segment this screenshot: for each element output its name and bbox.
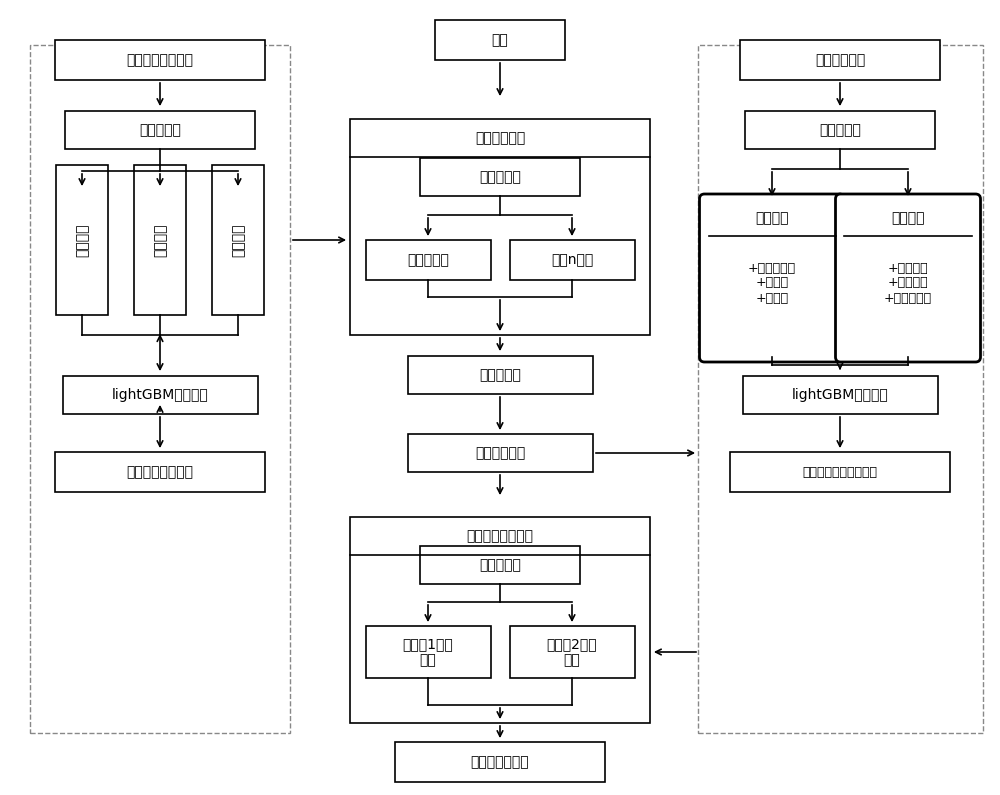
Text: 公交时段客流预测: 公交时段客流预测	[126, 53, 194, 67]
Text: 时刻点2周转
时间: 时刻点2周转 时间	[547, 637, 597, 667]
Bar	[350, 517, 650, 723]
Text: 数据预处理: 数据预处理	[139, 123, 181, 137]
Bar	[745, 111, 935, 149]
Bar	[510, 240, 635, 280]
Bar	[30, 45, 290, 733]
Bar	[435, 20, 565, 60]
Bar	[56, 165, 108, 315]
Text: 周转时间预测: 周转时间预测	[815, 53, 865, 67]
Bar	[63, 376, 258, 414]
Bar	[743, 376, 938, 414]
Text: 运营时间段: 运营时间段	[479, 170, 521, 184]
Text: 道路状况: 道路状况	[231, 223, 245, 257]
Bar	[395, 742, 605, 782]
Bar	[55, 40, 265, 80]
Text: lightGBM算法训练: lightGBM算法训练	[792, 388, 888, 402]
Bar	[65, 111, 255, 149]
Text: 历史数据: 历史数据	[75, 223, 89, 257]
Bar	[366, 240, 490, 280]
Bar	[134, 165, 186, 315]
Text: +天气因素
+道路状况
+周期性规律: +天气因素 +道路状况 +周期性规律	[884, 262, 932, 304]
Text: 输出行车时刻表: 输出行车时刻表	[471, 755, 529, 769]
Text: 斜率比算法: 斜率比算法	[479, 368, 521, 382]
Text: 周转时间预测模型: 周转时间预测模型	[466, 529, 534, 543]
Text: 输出周转时间预测模型: 输出周转时间预测模型	[802, 466, 878, 479]
Text: 时段n客流: 时段n客流	[551, 253, 593, 267]
Bar	[350, 119, 650, 335]
Text: lightGBM模型训练: lightGBM模型训练	[112, 388, 208, 402]
FancyBboxPatch shape	[835, 194, 980, 362]
Text: 天气因素: 天气因素	[153, 223, 167, 257]
Text: 开始: 开始	[492, 33, 508, 47]
Text: 输出客流预测模型: 输出客流预测模型	[126, 465, 194, 479]
Bar	[730, 452, 950, 492]
FancyBboxPatch shape	[700, 194, 844, 362]
Bar	[212, 165, 264, 315]
Text: 时刻点1周转
时间: 时刻点1周转 时间	[403, 637, 453, 667]
Bar	[420, 158, 580, 196]
Text: 时段一客流: 时段一客流	[407, 253, 449, 267]
Text: 客观因素: 客观因素	[891, 211, 925, 225]
Text: 运营时间段: 运营时间段	[479, 558, 521, 572]
Bar	[366, 626, 490, 678]
Text: +发车时刻点
+上下行
+单双向: +发车时刻点 +上下行 +单双向	[748, 262, 796, 304]
Text: 输出发车间隔: 输出发车间隔	[475, 446, 525, 460]
Bar	[420, 546, 580, 584]
Bar	[408, 356, 592, 394]
Text: 数据预处理: 数据预处理	[819, 123, 861, 137]
Bar	[510, 626, 635, 678]
Bar	[408, 434, 592, 472]
Text: 历史数据: 历史数据	[755, 211, 789, 225]
Bar	[698, 45, 983, 733]
Bar	[740, 40, 940, 80]
Text: 客流预测模型: 客流预测模型	[475, 131, 525, 145]
Bar	[55, 452, 265, 492]
